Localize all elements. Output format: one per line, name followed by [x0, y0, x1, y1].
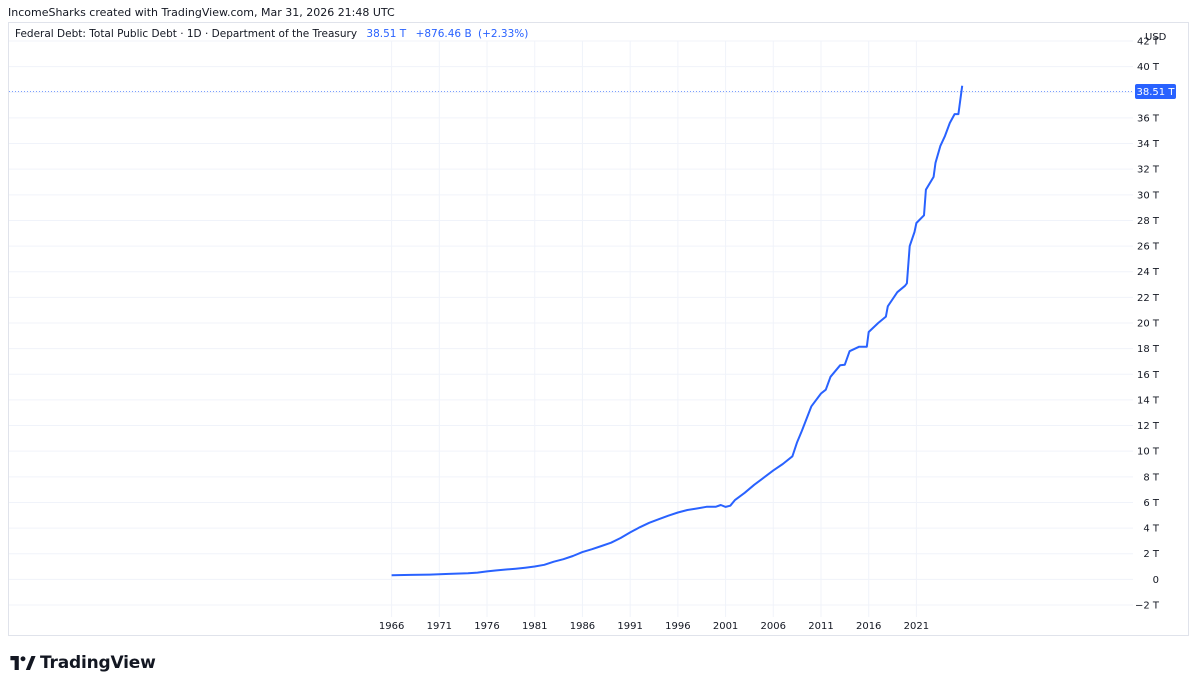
y-tick-label: 0: [1153, 575, 1159, 586]
x-tick-label: 1991: [617, 621, 642, 632]
y-tick-label: 18 T: [1137, 344, 1160, 355]
current-value-label: 38.51 T: [1137, 87, 1176, 98]
y-tick-label: 42 T: [1137, 37, 1160, 48]
tradingview-logo[interactable]: TradingView: [10, 652, 156, 674]
series-line-federal-debt: [391, 85, 964, 577]
x-tick-label: 2021: [904, 621, 929, 632]
y-tick-label: 20 T: [1137, 319, 1160, 330]
y-tick-label: 8 T: [1143, 472, 1160, 483]
y-tick-label: 16 T: [1137, 370, 1160, 381]
legend-last-value: 38.51 T: [366, 28, 407, 40]
chart-canvas[interactable]: 1966 1971 1976 1981 1986 1991 1996 2001 2006 2011…: [0, 0, 1200, 640]
y-tick-label: 26 T: [1137, 242, 1160, 253]
y-tick-label: −2 T: [1135, 601, 1160, 612]
chart-credit: IncomeSharks created with TradingView.co…: [8, 6, 395, 19]
grid-lines: [9, 40, 1133, 617]
y-tick-label: 2 T: [1143, 549, 1160, 560]
y-tick-label: 30 T: [1137, 190, 1160, 201]
x-tick-label: 2011: [808, 621, 833, 632]
x-tick-label: 2001: [713, 621, 738, 632]
y-axis-labels: −2 T 0 2 T 4 T 6 T 8 T 10 T 12 T 14 T 16 T 18 T 20 …: [1135, 37, 1160, 612]
chart-legend[interactable]: Federal Debt: Total Public Debt · 1D · D…: [15, 28, 528, 40]
chart-frame: [8, 22, 1189, 636]
legend-change: +876.46 B: [415, 28, 472, 40]
y-tick-label: 22 T: [1137, 293, 1160, 304]
x-tick-label: 1986: [570, 621, 595, 632]
y-tick-label: 4 T: [1143, 524, 1160, 535]
x-tick-label: 1966: [379, 621, 404, 632]
currency-label[interactable]: USD: [1145, 32, 1167, 43]
x-tick-label: 1971: [427, 621, 452, 632]
legend-symbol[interactable]: Federal Debt: Total Public Debt · 1D · D…: [15, 28, 358, 40]
y-tick-label: 36 T: [1137, 113, 1160, 124]
tradingview-logo-text: TradingView: [40, 653, 156, 673]
current-value-badge: 38.51 T: [1135, 84, 1176, 99]
x-tick-label: 1976: [474, 621, 499, 632]
x-tick-label: 2016: [856, 621, 881, 632]
x-tick-label: 2006: [761, 621, 786, 632]
y-tick-label: 32 T: [1137, 165, 1160, 176]
y-tick-label: 12 T: [1137, 421, 1160, 432]
y-tick-label: 6 T: [1143, 498, 1160, 509]
x-axis-labels: 1966 1971 1976 1981 1986 1991 1996 2001 2006 2011…: [379, 621, 929, 632]
y-tick-label: 28 T: [1137, 216, 1160, 227]
x-tick-label: 1981: [522, 621, 547, 632]
tradingview-logo-icon: [10, 656, 36, 670]
y-tick-label: 24 T: [1137, 267, 1160, 278]
y-tick-label: 40 T: [1137, 62, 1160, 73]
y-tick-label: 14 T: [1137, 395, 1160, 406]
x-tick-label: 1996: [665, 621, 690, 632]
legend-change-pct: (+2.33%): [478, 28, 529, 40]
y-tick-label: 10 T: [1137, 447, 1160, 458]
y-tick-label: 34 T: [1137, 139, 1160, 150]
